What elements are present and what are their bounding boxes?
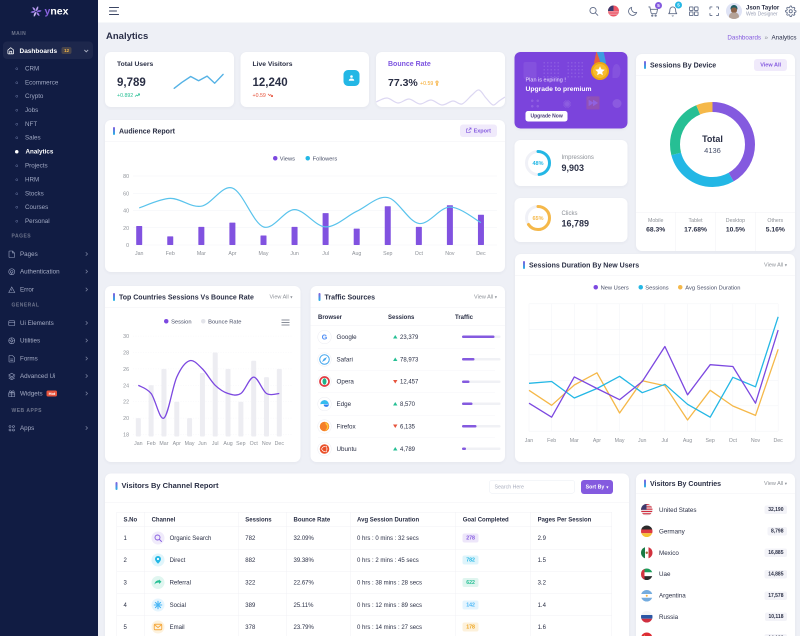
svg-text:May: May bbox=[615, 438, 625, 444]
svg-text:G: G bbox=[322, 334, 328, 341]
svg-text:Sep: Sep bbox=[706, 438, 715, 444]
svg-text:80: 80 bbox=[123, 174, 129, 180]
svg-text:30: 30 bbox=[123, 334, 129, 340]
svg-text:22: 22 bbox=[123, 400, 129, 406]
svg-text:24: 24 bbox=[123, 383, 129, 389]
svg-text:Jan: Jan bbox=[134, 441, 143, 447]
svg-text:Aug: Aug bbox=[223, 441, 232, 447]
svg-text:Jul: Jul bbox=[322, 251, 329, 257]
svg-text:Jun: Jun bbox=[290, 251, 299, 257]
svg-text:40: 40 bbox=[123, 209, 129, 215]
svg-text:Jul: Jul bbox=[212, 441, 219, 447]
svg-text:Mar: Mar bbox=[159, 441, 168, 447]
svg-text:18: 18 bbox=[123, 433, 129, 439]
svg-text:Oct: Oct bbox=[729, 438, 738, 444]
svg-text:Feb: Feb bbox=[547, 438, 556, 444]
svg-text:Aug: Aug bbox=[352, 251, 361, 257]
svg-text:Sep: Sep bbox=[236, 441, 245, 447]
svg-text:60: 60 bbox=[123, 191, 129, 197]
svg-text:4136: 4136 bbox=[704, 146, 721, 155]
svg-text:48%: 48% bbox=[532, 161, 543, 167]
svg-text:Apr: Apr bbox=[173, 441, 181, 447]
svg-text:20: 20 bbox=[123, 226, 129, 232]
svg-text:Jun: Jun bbox=[638, 438, 647, 444]
svg-text:Total: Total bbox=[702, 134, 723, 144]
svg-text:Oct: Oct bbox=[250, 441, 259, 447]
svg-text:Oct: Oct bbox=[415, 251, 424, 257]
svg-text:Dec: Dec bbox=[773, 438, 783, 444]
svg-text:Jan: Jan bbox=[135, 251, 144, 257]
svg-text:Feb: Feb bbox=[166, 251, 175, 257]
svg-text:28: 28 bbox=[123, 351, 129, 357]
svg-text:Feb: Feb bbox=[147, 441, 156, 447]
svg-text:Apr: Apr bbox=[228, 251, 236, 257]
svg-text:Nov: Nov bbox=[445, 251, 455, 257]
svg-text:Jan: Jan bbox=[525, 438, 534, 444]
svg-text:26: 26 bbox=[123, 367, 129, 373]
svg-text:Dec: Dec bbox=[275, 441, 285, 447]
svg-text:Sep: Sep bbox=[383, 251, 392, 257]
svg-text:20: 20 bbox=[123, 416, 129, 422]
svg-text:May: May bbox=[259, 251, 269, 257]
svg-text:Jun: Jun bbox=[198, 441, 207, 447]
svg-text:Jul: Jul bbox=[662, 438, 669, 444]
svg-text:Aug: Aug bbox=[683, 438, 692, 444]
svg-text:Nov: Nov bbox=[262, 441, 272, 447]
svg-text:Mar: Mar bbox=[570, 438, 579, 444]
svg-text:0: 0 bbox=[126, 243, 129, 249]
svg-text:65%: 65% bbox=[532, 216, 543, 222]
svg-text:Mar: Mar bbox=[197, 251, 206, 257]
svg-text:Nov: Nov bbox=[751, 438, 761, 444]
svg-text:Apr: Apr bbox=[593, 438, 601, 444]
svg-text:May: May bbox=[185, 441, 195, 447]
svg-text:Dec: Dec bbox=[476, 251, 486, 257]
